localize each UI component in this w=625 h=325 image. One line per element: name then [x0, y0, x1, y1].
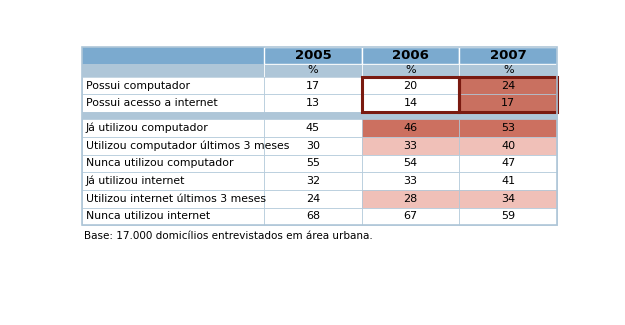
Bar	[362, 172, 459, 190]
Text: 24: 24	[306, 194, 320, 204]
Bar	[82, 95, 264, 112]
Bar	[459, 64, 557, 77]
Text: 13: 13	[306, 98, 320, 108]
Text: Utilizou internet últimos 3 meses: Utilizou internet últimos 3 meses	[86, 194, 266, 204]
Bar	[264, 137, 362, 154]
Text: 41: 41	[501, 176, 515, 186]
Bar	[459, 154, 557, 172]
Text: Possui computador: Possui computador	[86, 81, 190, 91]
Bar	[362, 119, 459, 137]
Bar	[459, 208, 557, 225]
Bar	[264, 77, 362, 95]
Text: Base: 17.000 domicílios entrevistados em área urbana.: Base: 17.000 domicílios entrevistados em…	[84, 231, 372, 241]
Text: 55: 55	[306, 158, 320, 168]
Bar	[459, 95, 557, 112]
Bar	[459, 119, 557, 137]
Bar	[459, 137, 557, 154]
Bar	[362, 95, 459, 112]
Text: Nunca utilizou computador: Nunca utilizou computador	[86, 158, 233, 168]
Text: 14: 14	[404, 98, 418, 108]
Bar	[82, 119, 264, 137]
Bar	[264, 172, 362, 190]
Text: 20: 20	[404, 81, 418, 91]
Bar	[459, 190, 557, 208]
Bar	[82, 64, 264, 77]
Bar	[264, 64, 362, 77]
Text: 67: 67	[404, 212, 418, 221]
Text: 17: 17	[306, 81, 320, 91]
Bar	[82, 47, 557, 225]
Bar	[459, 77, 557, 95]
Bar	[82, 190, 264, 208]
Bar	[82, 172, 264, 190]
Bar	[362, 137, 459, 154]
Text: 28: 28	[404, 194, 418, 204]
Bar	[264, 112, 362, 119]
Text: %: %	[503, 65, 514, 75]
Bar	[82, 137, 264, 154]
Text: 47: 47	[501, 158, 516, 168]
Text: Já utilizou internet: Já utilizou internet	[86, 176, 185, 186]
Text: 17: 17	[501, 98, 515, 108]
Text: 68: 68	[306, 212, 320, 221]
Text: %: %	[405, 65, 416, 75]
Text: 32: 32	[306, 176, 320, 186]
Text: 33: 33	[404, 176, 418, 186]
Text: Já utilizou computador: Já utilizou computador	[86, 123, 209, 133]
Text: 46: 46	[404, 123, 418, 133]
Text: 2005: 2005	[294, 49, 331, 62]
Text: 45: 45	[306, 123, 320, 133]
Text: 2006: 2006	[392, 49, 429, 62]
Bar	[264, 95, 362, 112]
Text: 59: 59	[501, 212, 515, 221]
Bar	[362, 77, 459, 112]
Bar	[459, 77, 557, 112]
Bar	[459, 47, 557, 64]
Text: 53: 53	[501, 123, 515, 133]
Text: Utilizou computador últimos 3 meses: Utilizou computador últimos 3 meses	[86, 140, 289, 151]
Bar	[459, 172, 557, 190]
Text: 2007: 2007	[490, 49, 527, 62]
Bar	[82, 112, 264, 119]
Bar	[362, 154, 459, 172]
Text: 30: 30	[306, 141, 320, 151]
Bar	[82, 154, 264, 172]
Text: 54: 54	[404, 158, 418, 168]
Bar	[82, 47, 264, 64]
Bar	[264, 154, 362, 172]
Text: 34: 34	[501, 194, 515, 204]
Text: Possui acesso a internet: Possui acesso a internet	[86, 98, 217, 108]
Bar	[82, 77, 264, 95]
Bar	[264, 208, 362, 225]
Bar	[82, 208, 264, 225]
Bar	[362, 112, 459, 119]
Bar	[264, 119, 362, 137]
Bar	[264, 47, 362, 64]
Bar	[459, 112, 557, 119]
Text: 40: 40	[501, 141, 515, 151]
Bar	[362, 77, 459, 95]
Bar	[362, 64, 459, 77]
Bar	[362, 47, 459, 64]
Text: Nunca utilizou internet: Nunca utilizou internet	[86, 212, 210, 221]
Bar	[264, 190, 362, 208]
Text: %: %	[308, 65, 318, 75]
Text: 24: 24	[501, 81, 516, 91]
Bar	[362, 190, 459, 208]
Text: 33: 33	[404, 141, 418, 151]
Bar	[362, 208, 459, 225]
